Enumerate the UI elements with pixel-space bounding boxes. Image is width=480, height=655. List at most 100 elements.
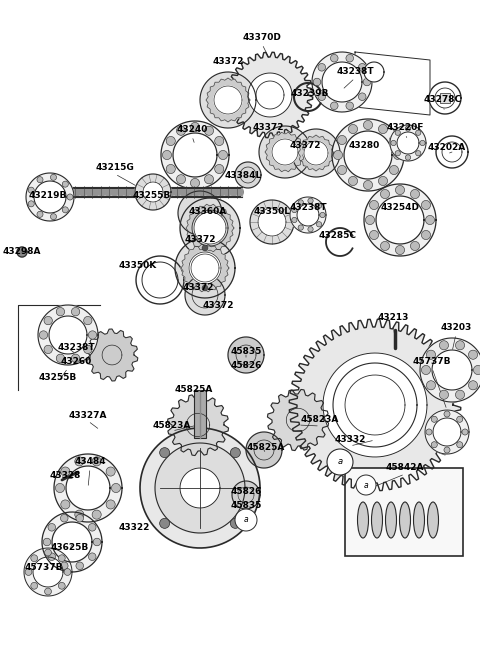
Circle shape — [359, 64, 366, 71]
Polygon shape — [180, 468, 220, 508]
Circle shape — [43, 538, 51, 546]
Ellipse shape — [192, 187, 200, 196]
Text: 43372: 43372 — [182, 284, 214, 293]
Circle shape — [308, 227, 313, 232]
Ellipse shape — [142, 187, 150, 196]
Circle shape — [93, 538, 101, 546]
Circle shape — [370, 231, 379, 240]
Text: 43219B: 43219B — [29, 191, 67, 200]
Circle shape — [421, 365, 431, 375]
Polygon shape — [322, 62, 362, 102]
Circle shape — [444, 411, 450, 417]
Polygon shape — [33, 557, 63, 587]
Circle shape — [462, 429, 468, 435]
Polygon shape — [292, 129, 340, 177]
Polygon shape — [235, 162, 261, 188]
Polygon shape — [185, 275, 225, 315]
Text: 43238T: 43238T — [289, 204, 327, 212]
Ellipse shape — [92, 187, 100, 196]
Circle shape — [346, 102, 354, 109]
Polygon shape — [290, 197, 326, 233]
Polygon shape — [429, 82, 461, 114]
Bar — [194, 390, 206, 438]
Circle shape — [44, 316, 52, 325]
Circle shape — [337, 136, 347, 145]
Circle shape — [204, 175, 214, 184]
Ellipse shape — [98, 187, 106, 196]
Circle shape — [389, 136, 398, 145]
Polygon shape — [364, 62, 384, 82]
Text: 43372: 43372 — [184, 236, 216, 244]
Text: 45826: 45826 — [230, 360, 262, 369]
Circle shape — [456, 416, 463, 422]
Circle shape — [28, 201, 34, 207]
Circle shape — [426, 429, 432, 435]
Circle shape — [64, 569, 71, 576]
Circle shape — [363, 180, 372, 189]
Ellipse shape — [104, 187, 112, 196]
Ellipse shape — [54, 187, 62, 196]
Circle shape — [215, 136, 224, 145]
Circle shape — [55, 483, 64, 493]
Circle shape — [359, 93, 366, 100]
Circle shape — [191, 122, 200, 132]
Ellipse shape — [129, 187, 137, 196]
Circle shape — [39, 331, 48, 339]
Circle shape — [298, 200, 303, 205]
Circle shape — [45, 588, 51, 595]
Circle shape — [316, 203, 322, 208]
Text: 45835: 45835 — [230, 500, 262, 510]
Text: 43350K: 43350K — [119, 261, 157, 269]
Circle shape — [62, 207, 68, 213]
Ellipse shape — [217, 187, 225, 196]
Circle shape — [37, 212, 43, 217]
Text: 43202A: 43202A — [428, 143, 466, 153]
Ellipse shape — [60, 187, 68, 196]
Circle shape — [365, 215, 374, 225]
Polygon shape — [155, 443, 245, 533]
Polygon shape — [161, 121, 229, 189]
Circle shape — [389, 166, 398, 175]
Circle shape — [378, 124, 387, 134]
Polygon shape — [436, 136, 468, 168]
Circle shape — [235, 509, 257, 531]
Circle shape — [394, 151, 403, 160]
Circle shape — [61, 467, 70, 476]
Circle shape — [72, 307, 80, 316]
Text: 43370D: 43370D — [242, 33, 281, 43]
Polygon shape — [66, 466, 110, 510]
Circle shape — [439, 341, 448, 350]
Circle shape — [37, 177, 43, 183]
Polygon shape — [181, 244, 229, 291]
Text: 43238T: 43238T — [336, 67, 374, 77]
Circle shape — [426, 350, 435, 360]
Polygon shape — [425, 410, 469, 454]
Text: 45842A: 45842A — [386, 464, 424, 472]
Polygon shape — [140, 428, 260, 548]
Ellipse shape — [372, 502, 383, 538]
Text: 43240: 43240 — [176, 126, 208, 134]
Ellipse shape — [155, 187, 162, 196]
Ellipse shape — [211, 187, 219, 196]
Polygon shape — [332, 119, 404, 191]
Polygon shape — [298, 135, 334, 171]
Circle shape — [166, 136, 175, 145]
Polygon shape — [267, 390, 328, 451]
Circle shape — [456, 441, 463, 448]
Polygon shape — [49, 316, 87, 354]
Ellipse shape — [236, 187, 244, 196]
Polygon shape — [232, 481, 260, 509]
Circle shape — [160, 447, 169, 458]
Circle shape — [456, 341, 465, 350]
Ellipse shape — [73, 187, 81, 196]
Text: 43203: 43203 — [440, 324, 472, 333]
Circle shape — [111, 483, 120, 493]
Circle shape — [473, 365, 480, 375]
Ellipse shape — [161, 187, 168, 196]
Text: 43255B: 43255B — [39, 373, 77, 383]
Polygon shape — [364, 184, 436, 256]
Circle shape — [84, 345, 92, 354]
Circle shape — [59, 555, 65, 561]
Polygon shape — [38, 305, 98, 365]
Text: 45737B: 45737B — [413, 358, 451, 367]
